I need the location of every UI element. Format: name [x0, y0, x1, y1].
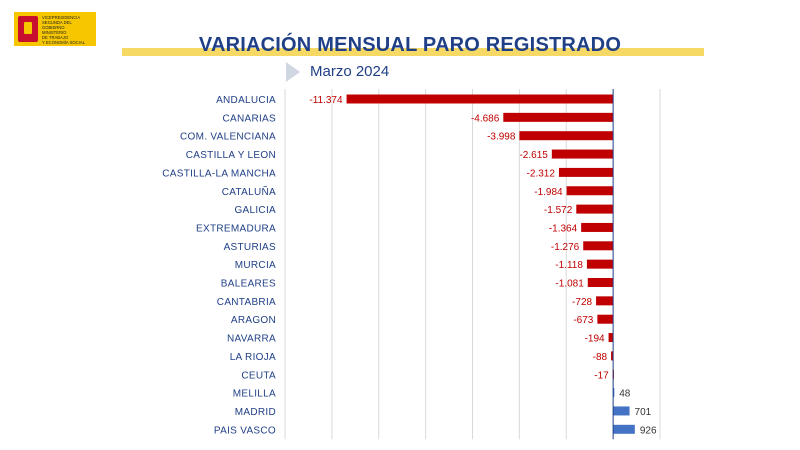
bar — [608, 333, 614, 343]
data-label: -673 — [573, 315, 593, 326]
bar — [576, 204, 614, 214]
bar — [346, 94, 614, 104]
data-label: 48 — [619, 389, 631, 400]
category-label: CEUTA — [241, 370, 276, 381]
bar — [581, 222, 614, 232]
data-label: -1.364 — [549, 223, 578, 234]
bar — [613, 388, 615, 398]
bar — [613, 406, 630, 416]
logo-line: y Economía Social — [42, 40, 85, 45]
bar — [583, 241, 614, 251]
logo-line: de Trabajo — [42, 35, 69, 40]
category-label: CANARIAS — [222, 113, 276, 124]
bar — [597, 314, 614, 324]
chart-subtitle: Marzo 2024 — [310, 63, 390, 80]
coat-of-arms-icon — [18, 16, 38, 42]
logo-line: Vicepresidencia — [42, 15, 81, 20]
category-label: CASTILLA-LA MANCHA — [162, 168, 276, 179]
category-label: ANDALUCIA — [216, 95, 276, 106]
category-label: BALEARES — [221, 279, 276, 290]
bar — [519, 131, 614, 141]
category-label: PAIS VASCO — [214, 425, 276, 436]
data-label: -1.984 — [534, 187, 563, 198]
data-label: -1.572 — [544, 205, 573, 216]
bar — [566, 186, 614, 196]
bar — [586, 259, 614, 269]
category-label: MELILLA — [233, 389, 276, 400]
title-underline-band — [122, 48, 704, 56]
category-label: CATALUÑA — [222, 185, 276, 198]
data-label: -2.615 — [519, 150, 548, 161]
data-label: -11.374 — [309, 95, 343, 106]
bar — [611, 351, 614, 361]
bar — [596, 296, 614, 306]
category-label: CASTILLA Y LEON — [186, 150, 276, 161]
data-label: -17 — [594, 370, 609, 381]
category-label: GALICIA — [234, 205, 276, 216]
category-label: COM. VALENCIANA — [180, 132, 276, 143]
category-label: ARAGON — [231, 315, 276, 326]
data-label: 926 — [640, 425, 657, 436]
data-label: 701 — [635, 407, 652, 418]
category-label: ASTURIAS — [224, 242, 276, 253]
spain-government-logo-icon: Vicepresidencia Segunda del Gobierno Min… — [14, 12, 96, 46]
data-label: -1.276 — [551, 242, 580, 253]
category-label: NAVARRA — [227, 334, 276, 345]
data-label: -4.686 — [471, 113, 500, 124]
bar — [587, 278, 614, 287]
category-label: EXTREMADURA — [196, 223, 276, 234]
logo-text: Vicepresidencia Segunda del Gobierno Min… — [42, 15, 94, 45]
chart-title: VARIACIÓN MENSUAL PARO REGISTRADO — [198, 34, 622, 56]
data-label: -728 — [572, 297, 592, 308]
data-label: -1.081 — [555, 279, 584, 290]
category-label: LA RIOJA — [230, 352, 276, 363]
category-label: CANTABRIA — [217, 297, 276, 308]
category-label: MADRID — [235, 407, 276, 418]
logo-line: Ministerio — [42, 30, 67, 35]
chevron-right-icon — [286, 62, 300, 82]
data-label: -2.312 — [527, 168, 556, 179]
bar — [503, 112, 614, 122]
data-label: -88 — [593, 352, 608, 363]
logo-line: Segunda del Gobierno — [42, 20, 72, 30]
bar — [558, 167, 614, 177]
bar — [613, 424, 635, 434]
data-label: -1.118 — [555, 260, 583, 271]
bar — [551, 149, 614, 159]
data-label: -3.998 — [487, 132, 516, 143]
data-label: -194 — [585, 334, 605, 345]
category-label: MURCIA — [235, 260, 276, 271]
